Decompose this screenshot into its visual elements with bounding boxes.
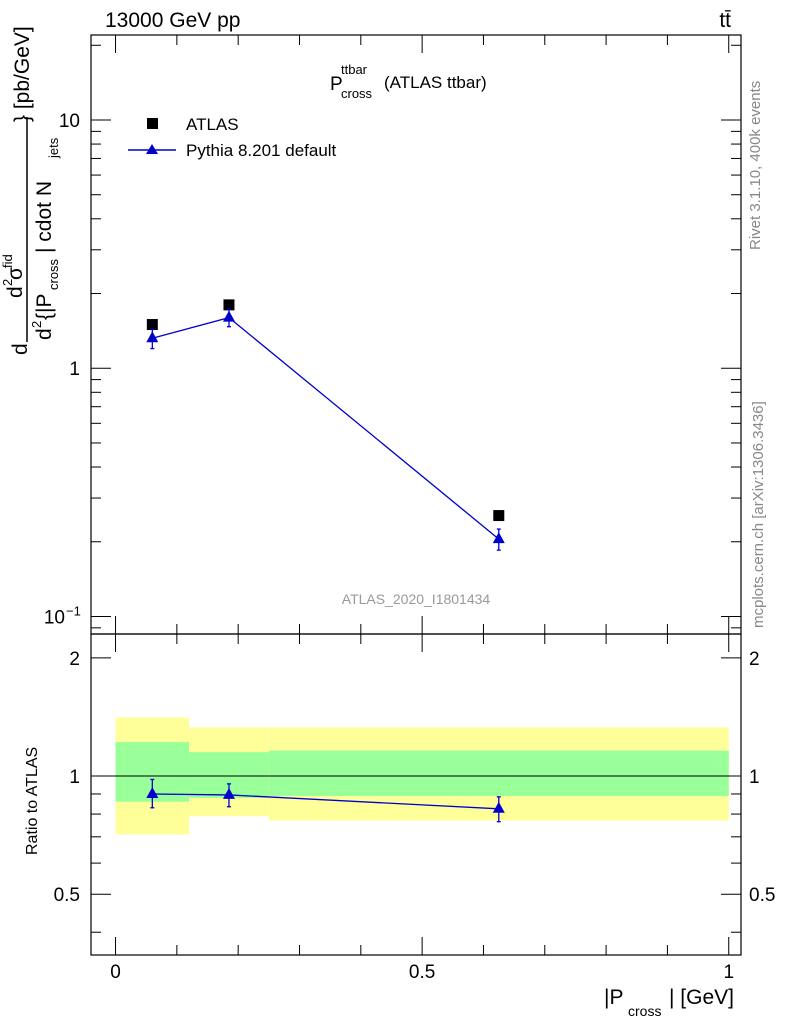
pythia-point: [492, 532, 505, 544]
svg-text:P: P: [330, 74, 343, 95]
y-tick-label-ratio: 0.5: [54, 885, 80, 906]
y-tick-label-top: 1: [69, 359, 80, 380]
svg-text:(ATLAS ttbar): (ATLAS ttbar): [384, 73, 487, 92]
axes-frames: [90, 34, 742, 956]
ratio-point: [146, 786, 159, 798]
x-tick-label: 0.5: [409, 962, 435, 983]
x-tick-label: 1: [723, 962, 734, 983]
top-panel-series: [146, 299, 505, 551]
analysis-watermark: ATLAS_2020_I1801434: [342, 591, 491, 607]
svg-text:{|P: {|P: [33, 294, 56, 320]
y-tick-label-top: 10: [44, 607, 65, 628]
pythia-point: [146, 331, 159, 343]
y-tick-label-exponent: −1: [66, 603, 81, 618]
y-tick-label-ratio: 2: [69, 649, 80, 670]
mcplots-label: mcplots.cern.ch [arXiv:1306.3436]: [750, 401, 767, 628]
svg-text:d: d: [33, 328, 56, 340]
svg-text:|P: |P: [604, 986, 623, 1009]
legend-label-atlas: ATLAS: [186, 115, 239, 134]
svg-text:fid: fid: [0, 254, 15, 268]
legend: ATLAS Pythia 8.201 default: [128, 115, 337, 160]
band-green-2: [268, 750, 729, 796]
svg-text:2: 2: [29, 321, 44, 328]
pythia-point: [222, 310, 235, 322]
y-axis-label-top: d d 2 σ fid d 2 {|P cross | cdot N jets …: [0, 26, 61, 355]
svg-text:| cdot N: | cdot N: [33, 181, 56, 253]
ratio-point: [492, 801, 505, 813]
x-tick-label: 0: [110, 962, 121, 983]
x-axis-label: |P cross | [GeV]: [604, 986, 734, 1019]
atlas-point: [146, 319, 158, 331]
y-tick-label-ratio-right: 2: [749, 649, 760, 670]
process-label: tt̄: [719, 9, 731, 32]
y-tick-label-top: 10: [59, 111, 80, 132]
ratio-panel-frame: [90, 633, 742, 956]
legend-marker-pythia: [146, 144, 158, 154]
y-tick-label-ratio-right: 1: [749, 767, 760, 788]
svg-text:d: d: [9, 343, 32, 355]
legend-marker-atlas: [147, 118, 158, 129]
pythia-line: [152, 316, 500, 540]
svg-text:ttbar: ttbar: [341, 62, 368, 77]
svg-text:d: d: [4, 286, 27, 298]
y-tick-label-ratio-right: 0.5: [749, 885, 775, 906]
svg-text:jets: jets: [46, 137, 61, 159]
energy-label: 13000 GeV pp: [105, 9, 240, 32]
svg-text:| [GeV]: | [GeV]: [669, 986, 734, 1009]
ratio-panel-series: [146, 778, 505, 823]
svg-text:2: 2: [0, 279, 15, 286]
legend-label-pythia: Pythia 8.201 default: [186, 141, 337, 160]
svg-text:cross: cross: [628, 1003, 661, 1019]
y-tick-label-ratio: 1: [69, 767, 80, 788]
svg-text:σ: σ: [4, 267, 27, 280]
svg-text:cross: cross: [46, 258, 61, 290]
svg-text:} [pb/GeV]: } [pb/GeV]: [11, 26, 34, 122]
svg-text:cross: cross: [341, 86, 373, 101]
rivet-label: Rivet 3.1.10, 400k events: [747, 81, 764, 250]
chart-title: P ttbar cross (ATLAS ttbar): [330, 62, 487, 101]
atlas-point: [223, 299, 235, 311]
atlas-point: [493, 510, 505, 522]
y-axis-label-ratio: Ratio to ATLAS: [24, 747, 41, 855]
ratio-point: [222, 787, 235, 799]
